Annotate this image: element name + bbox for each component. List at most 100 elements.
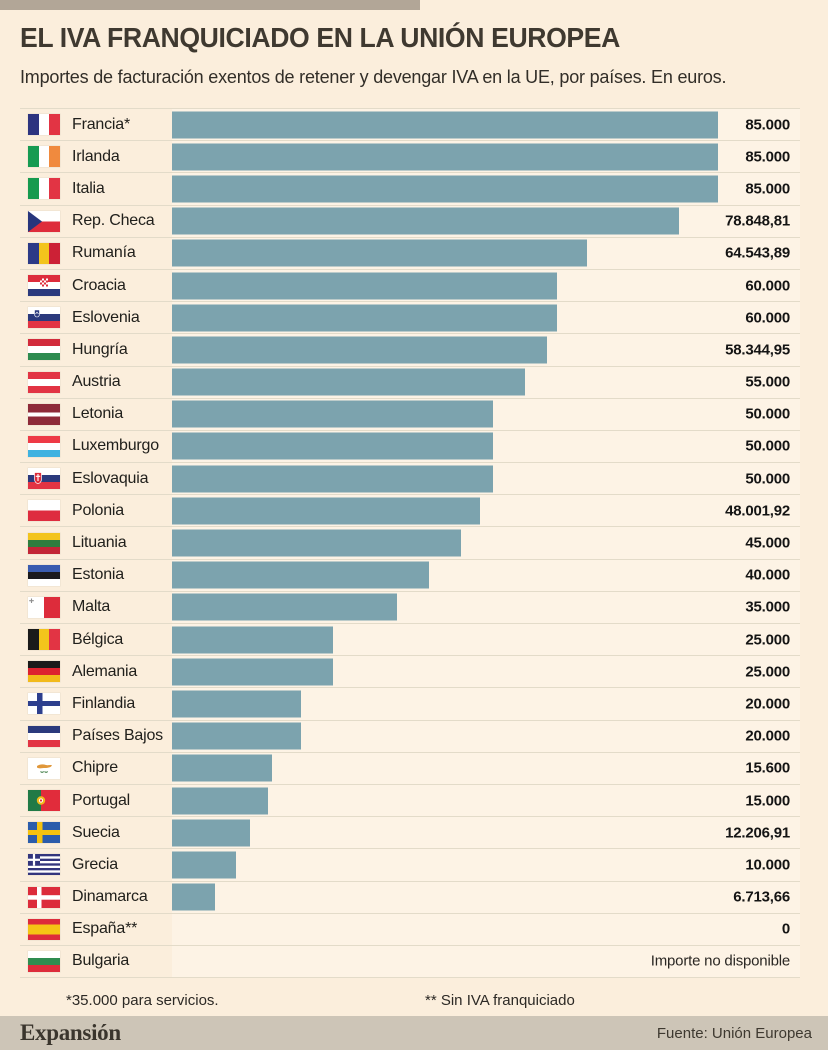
country-label: Grecia — [72, 855, 118, 873]
value-label: 58.344,95 — [725, 341, 790, 359]
footer-bar: Expansión Fuente: Unión Europea — [0, 1016, 828, 1050]
table-row: Eslovenia 60.000 — [20, 301, 800, 334]
value-label: 55.000 — [745, 373, 790, 391]
table-row: Francia* 85.000 — [20, 108, 800, 141]
brand-logo: Expansión — [20, 1020, 121, 1045]
value-bar — [172, 304, 558, 332]
country-label: Lituania — [72, 534, 127, 552]
flag-icon-cz — [28, 210, 60, 232]
country-label: Croacia — [72, 276, 126, 294]
country-label: Francia* — [72, 115, 130, 133]
value-bar — [172, 497, 481, 525]
value-label: 10.000 — [745, 856, 790, 874]
bar-track: 64.543,89 — [172, 237, 800, 269]
bar-track: 85.000 — [172, 173, 800, 205]
flag-icon-at — [28, 371, 60, 393]
bar-track: 40.000 — [172, 559, 800, 591]
country-label: Rep. Checa — [72, 212, 155, 230]
flag-icon-si — [28, 307, 60, 329]
value-label: 85.000 — [745, 148, 790, 166]
value-bar — [172, 561, 429, 589]
flag-icon-pl — [28, 500, 60, 522]
table-row: Finlandia 20.000 — [20, 687, 800, 720]
table-row: Malta 35.000 — [20, 590, 800, 623]
flag-icon-hr — [28, 275, 60, 297]
footnote-no-vat: ** Sin IVA franquiciado — [425, 992, 575, 1010]
value-label: 64.543,89 — [725, 244, 790, 262]
vat-chart-table: Francia* 85.000 Irlanda 85.000 Italia 85.000 R… — [20, 108, 800, 979]
country-label: Letonia — [72, 405, 124, 423]
flag-icon-ie — [28, 146, 60, 168]
table-row: Croacia 60.000 — [20, 268, 800, 302]
value-label: 35.000 — [745, 598, 790, 616]
value-bar — [172, 851, 237, 879]
country-label: Malta — [72, 598, 111, 616]
bar-track: 12.206,91 — [172, 817, 800, 849]
country-label: Eslovaquia — [72, 469, 149, 487]
page-title: EL IVA FRANQUICIADO EN LA UNIÓN EUROPEA — [20, 22, 620, 53]
table-row: Estonia 40.000 — [20, 558, 800, 591]
value-bar — [172, 787, 269, 815]
value-bar — [172, 272, 558, 300]
value-bar — [172, 722, 301, 750]
value-bar — [172, 432, 494, 460]
country-label: Irlanda — [72, 147, 120, 165]
bar-track: 20.000 — [172, 688, 800, 720]
bar-track: 6.713,66 — [172, 881, 800, 913]
value-bar — [172, 400, 494, 428]
value-bar — [172, 336, 547, 364]
country-label: Alemania — [72, 662, 138, 680]
flag-icon-lt — [28, 532, 60, 554]
value-label: 40.000 — [745, 566, 790, 584]
table-row: Polonia 48.001,92 — [20, 494, 800, 527]
country-label: Suecia — [72, 823, 120, 841]
table-row: Suecia 12.206,91 — [20, 816, 800, 849]
flag-icon-gr — [28, 854, 60, 876]
table-row: Rep. Checa 78.848,81 — [20, 204, 800, 237]
bar-track: 50.000 — [172, 430, 800, 463]
value-bar — [172, 626, 333, 654]
value-bar — [172, 658, 333, 686]
value-label: 60.000 — [745, 277, 790, 295]
value-bar — [172, 368, 526, 396]
top-accent-bar — [0, 0, 420, 10]
flag-icon-ee — [28, 564, 60, 586]
table-row: Rumanía 64.543,89 — [20, 236, 800, 269]
flag-icon-es — [28, 918, 60, 940]
table-row: Dinamarca 6.713,66 — [20, 880, 800, 913]
country-label: Bélgica — [72, 630, 124, 648]
country-label: Italia — [72, 179, 105, 197]
flag-icon-ro — [28, 242, 60, 264]
country-label: Hungría — [72, 340, 128, 358]
country-label: Rumanía — [72, 244, 136, 262]
chart-header: EL IVA FRANQUICIADO EN LA UNIÓN EUROPEA … — [0, 0, 828, 88]
bar-track: 45.000 — [172, 527, 800, 559]
table-row: España** 0 — [20, 912, 800, 945]
bar-track: 55.000 — [172, 366, 800, 398]
country-label: Finlandia — [72, 694, 136, 712]
table-row: Austria 55.000 — [20, 365, 800, 398]
bar-track: 15.000 — [172, 784, 800, 817]
value-bar — [172, 175, 718, 203]
table-row: Eslovaquia 50.000 — [20, 462, 800, 495]
country-label: Polonia — [72, 501, 124, 519]
country-label: Eslovenia — [72, 308, 140, 326]
flag-icon-dk — [28, 886, 60, 908]
country-label: Países Bajos — [72, 727, 163, 745]
flag-icon-mt — [28, 596, 60, 618]
value-label: 25.000 — [745, 663, 790, 681]
value-label: 48.001,92 — [725, 502, 790, 520]
flag-icon-it — [28, 178, 60, 200]
value-bar — [172, 754, 273, 782]
bar-track: 10.000 — [172, 849, 800, 881]
value-label: Importe no disponible — [650, 952, 790, 970]
value-label: 25.000 — [745, 631, 790, 649]
flag-icon-be — [28, 629, 60, 651]
country-label: Dinamarca — [72, 888, 148, 906]
value-bar — [172, 143, 718, 171]
value-label: 85.000 — [745, 116, 790, 134]
bar-track: 15.600 — [172, 752, 800, 784]
bar-track: 78.848,81 — [172, 205, 800, 237]
bar-track: Importe no disponible — [172, 945, 800, 978]
value-label: 15.600 — [745, 759, 790, 777]
